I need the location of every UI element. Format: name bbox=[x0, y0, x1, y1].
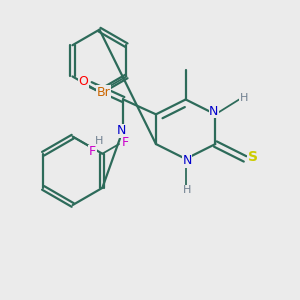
Text: H: H bbox=[239, 93, 248, 103]
Text: Br: Br bbox=[97, 86, 110, 99]
Text: N: N bbox=[117, 124, 127, 137]
Text: F: F bbox=[122, 136, 129, 149]
Text: H: H bbox=[95, 136, 104, 146]
Text: N: N bbox=[209, 105, 219, 118]
Text: O: O bbox=[78, 75, 88, 88]
Text: S: S bbox=[248, 150, 257, 164]
Text: F: F bbox=[89, 145, 96, 158]
Text: N: N bbox=[182, 154, 192, 167]
Text: H: H bbox=[183, 185, 191, 195]
